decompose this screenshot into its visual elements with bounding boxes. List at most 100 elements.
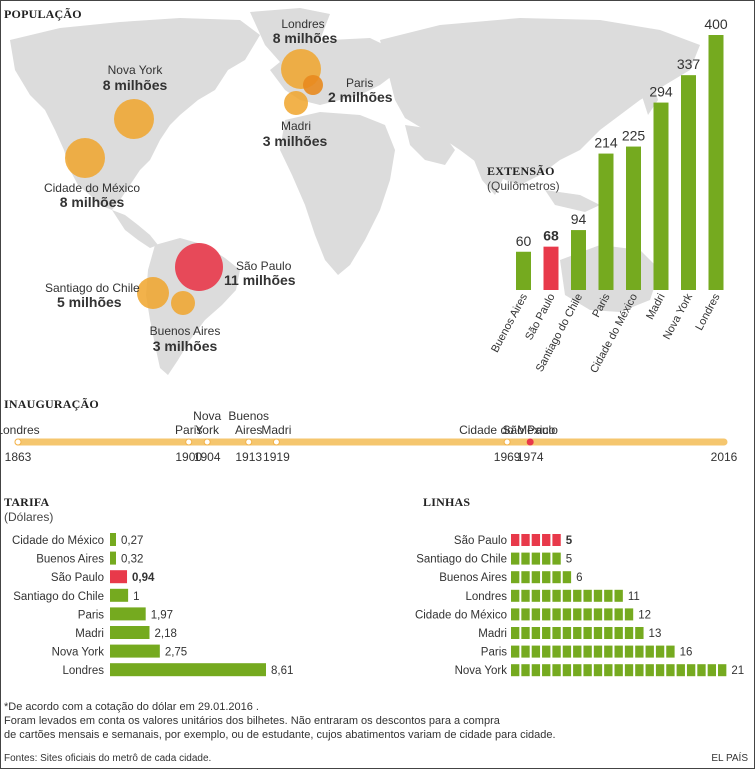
segment-linhas-madri-9 [593, 627, 603, 639]
pop-cidade-mexico: 8 milhões [59, 194, 125, 210]
segment-linhas-nova-york-2 [521, 664, 530, 677]
segment-linhas-londres-11 [614, 589, 623, 602]
segment-linhas-paris-8 [583, 645, 592, 658]
segment-linhas-nova-york-17 [676, 664, 685, 677]
linhas-title: LINHAS [423, 495, 471, 509]
segment-linhas-nova-york-6 [562, 664, 572, 677]
segment-linhas-londres-2 [521, 589, 530, 602]
segment-linhas-nova-york-4 [542, 664, 551, 677]
pop-londres: 8 milhões [272, 30, 338, 46]
value-extensao-paris: 214 [594, 135, 618, 151]
timeline-city-nova-york-a: Nova [193, 409, 221, 423]
tick-extensao-paris: Paris [590, 291, 613, 319]
segment-linhas-madri-5 [552, 627, 561, 639]
segment-linhas-sao-paulo-5 [552, 534, 561, 546]
segment-linhas-nova-york-5 [552, 664, 561, 677]
value-extensao-londres: 400 [704, 16, 728, 32]
segment-linhas-londres-5 [552, 589, 561, 602]
segment-linhas-madri-1 [511, 627, 520, 639]
label-buenos-aires: Buenos Aires [149, 324, 221, 338]
segment-linhas-sao-paulo-3 [531, 534, 541, 546]
inauguracao-title: INAUGURAÇÃO [4, 397, 99, 411]
bar-extensao-santiago-do-chile [571, 230, 586, 290]
segment-linhas-cidade-do-mexico-11 [614, 608, 623, 621]
segment-linhas-nova-york-13 [635, 664, 644, 677]
segment-linhas-londres-8 [583, 589, 592, 602]
segment-linhas-sao-paulo-4 [542, 534, 551, 546]
value-tarifa-sao-paulo: 0,94 [132, 572, 155, 584]
bar-tarifa-londres [110, 663, 266, 677]
bar-tarifa-buenos-aires [110, 551, 116, 565]
segment-linhas-cidade-do-mexico-4 [542, 608, 551, 621]
bubble-paris [303, 75, 323, 95]
label-sao-paulo: São Paulo [236, 259, 292, 273]
segment-linhas-madri-2 [521, 627, 530, 639]
segment-linhas-cidade-do-mexico-12 [624, 608, 634, 621]
value-extensao-sao-paulo: 68 [543, 228, 559, 244]
timeline-city-nova-york-b: York [195, 423, 220, 437]
tarifa-subtitle: (Dólares) [4, 510, 54, 524]
segment-linhas-nova-york-1 [511, 664, 520, 677]
segment-linhas-nova-york-15 [655, 664, 665, 677]
tick-tarifa-sao-paulo: São Paulo [51, 572, 104, 584]
segment-linhas-londres-9 [593, 589, 603, 602]
segment-linhas-nova-york-7 [573, 664, 582, 677]
value-extensao-nova-york: 337 [677, 56, 701, 72]
segment-linhas-londres-1 [511, 589, 520, 602]
segment-linhas-cidade-do-mexico-6 [562, 608, 572, 621]
tick-linhas-sao-paulo: São Paulo [454, 535, 507, 547]
tick-linhas-madri: Madri [478, 628, 507, 640]
value-linhas-buenos-aires: 6 [576, 572, 582, 584]
pop-santiago: 5 milhões [57, 294, 122, 310]
bar-tarifa-cidade-do-mexico [110, 533, 116, 546]
bar-extensao-nova-york [681, 75, 696, 290]
segment-linhas-nova-york-10 [604, 664, 613, 677]
value-linhas-cidade-do-mexico: 12 [638, 609, 651, 621]
segment-linhas-madri-4 [542, 627, 551, 639]
segment-linhas-nova-york-8 [583, 664, 592, 677]
segment-linhas-nova-york-3 [531, 664, 541, 677]
bubble-sao-paulo [175, 243, 223, 291]
segment-linhas-buenos-aires-2 [521, 571, 530, 584]
sources: Fontes: Sites oficiais do metrô de cada … [4, 753, 212, 764]
segment-linhas-nova-york-18 [686, 664, 696, 677]
value-extensao-madri: 294 [649, 84, 673, 100]
timeline-city-cidade-do-mexico: Cidade do México [459, 423, 555, 437]
segment-linhas-madri-6 [562, 627, 572, 639]
timeline-year-nova-york: 1904 [194, 450, 221, 464]
pop-sao-paulo: 11 milhões [224, 272, 296, 288]
bar-extensao-cidade-do-mexico [626, 146, 641, 290]
value-extensao-santiago-do-chile: 94 [571, 211, 587, 227]
tarifa-title: TARIFA [4, 495, 50, 509]
segment-linhas-paris-11 [614, 645, 623, 658]
bubble-buenos-aires [171, 291, 195, 315]
tick-tarifa-cidade-do-mexico: Cidade do México [12, 535, 104, 547]
segment-linhas-nova-york-14 [645, 664, 654, 677]
timeline-year-end: 2016 [711, 450, 738, 464]
value-linhas-madri: 13 [649, 628, 662, 640]
footnote-line3: de cartões mensais e semanais, por exemp… [4, 729, 556, 741]
segment-linhas-paris-14 [645, 645, 654, 658]
tick-tarifa-buenos-aires: Buenos Aires [36, 554, 104, 566]
segment-linhas-paris-4 [542, 645, 551, 658]
tick-tarifa-londres: Londres [62, 665, 104, 677]
timeline-year-paris: 1900 [175, 450, 202, 464]
segment-linhas-nova-york-11 [614, 664, 623, 677]
tick-linhas-cidade-do-mexico: Cidade do México [415, 609, 507, 621]
bubble-nova-york [114, 99, 154, 139]
label-santiago: Santiago do Chile [45, 281, 140, 295]
segment-linhas-londres-7 [573, 589, 582, 602]
footnote-line2: Foram levados em conta os valores unitár… [4, 715, 500, 727]
segment-linhas-paris-15 [655, 645, 665, 658]
value-linhas-santiago-do-chile: 5 [566, 554, 572, 566]
population-title: POPULAÇÃO [4, 7, 82, 21]
pop-paris: 2 milhões [328, 89, 393, 105]
segment-linhas-madri-13 [635, 627, 644, 639]
segment-linhas-paris-16 [666, 645, 675, 658]
pop-buenos-aires: 3 milhões [152, 338, 218, 354]
segment-linhas-nova-york-21 [718, 664, 727, 677]
segment-linhas-nova-york-12 [624, 664, 634, 677]
tick-extensao-londres: Londres [693, 291, 722, 332]
segment-linhas-buenos-aires-4 [542, 571, 551, 584]
bar-extensao-londres [708, 35, 724, 290]
